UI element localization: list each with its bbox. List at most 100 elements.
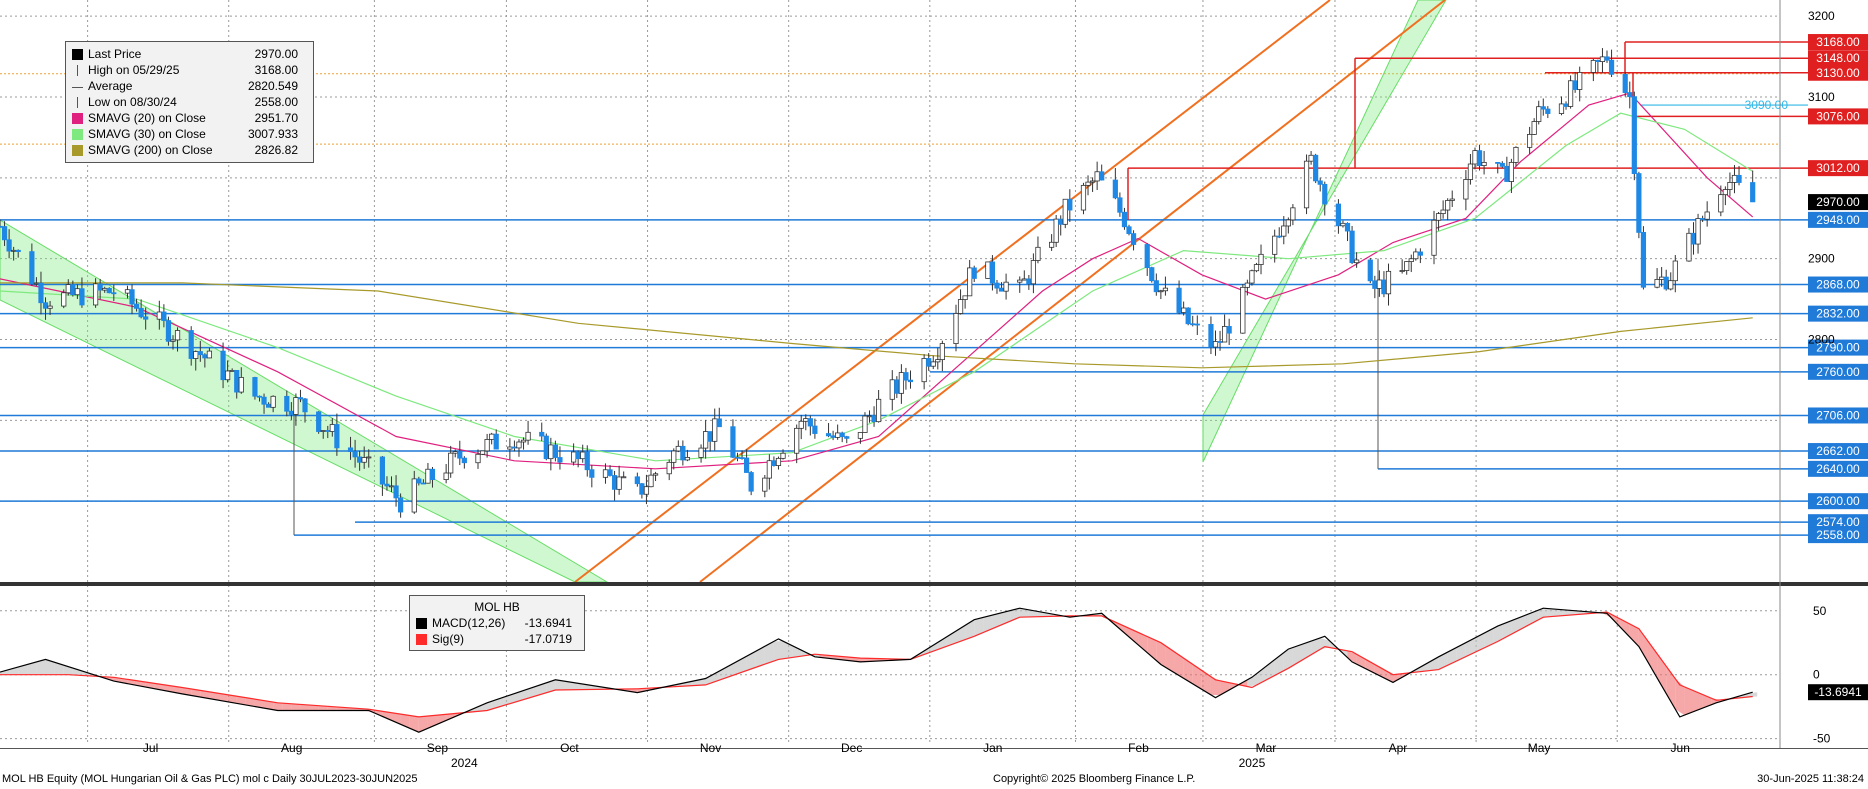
macd-fill — [1210, 676, 1221, 696]
candle-body — [1276, 235, 1282, 238]
candle-body — [361, 457, 367, 463]
candle-body — [921, 358, 927, 383]
candle-body — [1408, 258, 1414, 262]
candle-body — [935, 359, 941, 363]
candle-body — [1704, 211, 1710, 220]
level-tag — [1808, 460, 1868, 477]
candle-body — [825, 433, 832, 437]
level-tag — [1808, 443, 1868, 460]
candle-body — [256, 395, 263, 398]
macd-fill — [1474, 633, 1485, 653]
candle-body — [448, 452, 454, 474]
price-legend: Last Price 2970.00 High on 05/29/25 3168… — [65, 41, 314, 163]
candle-body — [1636, 173, 1642, 233]
candle-body — [1058, 218, 1064, 225]
y-tick-label: 50 — [1813, 604, 1827, 618]
macd-fill — [1156, 640, 1166, 668]
candle-body — [1021, 278, 1027, 281]
candle-body — [525, 431, 531, 441]
macd-fill — [1292, 644, 1302, 666]
candle-body — [835, 432, 841, 438]
macd-fill — [746, 651, 756, 671]
candle-body — [1417, 251, 1423, 256]
macd-fill — [965, 619, 975, 640]
candle-body — [971, 267, 977, 279]
candle-body — [571, 451, 577, 463]
candle-body — [129, 289, 135, 305]
candle-body — [1208, 324, 1214, 348]
candle-body — [926, 358, 932, 367]
candle-body — [584, 451, 590, 471]
legend-label: SMAVG (20) on Close — [88, 111, 206, 125]
macd-fill — [1183, 658, 1193, 684]
y-tick-label: 2800 — [1808, 333, 1835, 347]
level-tag-label: 3012.00 — [1816, 161, 1860, 175]
candle-body — [1017, 279, 1023, 283]
candle-body — [639, 483, 645, 495]
axis-baseline — [0, 748, 1868, 749]
y-tick-label: 3200 — [1808, 9, 1835, 23]
candle-body — [1340, 222, 1346, 227]
candle-body — [61, 292, 67, 307]
candle-body — [138, 307, 144, 318]
sma200-swatch — [72, 144, 83, 156]
candle-body — [1112, 179, 1118, 199]
macd-fill — [1493, 624, 1503, 644]
candle-body — [347, 447, 354, 453]
macd-fill — [755, 646, 765, 668]
legend-value: -17.0719 — [524, 632, 572, 646]
candle-body — [1308, 154, 1314, 162]
candle-body — [1399, 270, 1405, 272]
candle-body — [411, 478, 417, 513]
candle-body — [1344, 222, 1351, 232]
candle-body — [1750, 182, 1756, 203]
level-tag — [1808, 363, 1868, 380]
macd-fill — [254, 699, 265, 709]
candle-body — [1449, 198, 1455, 201]
macd-fill — [245, 697, 255, 707]
x-month-label: Feb — [1128, 741, 1149, 755]
signal-line — [0, 611, 1753, 718]
level-tag-label: 2790.00 — [1816, 341, 1860, 355]
candle-body — [1162, 287, 1169, 292]
candle-body — [1595, 59, 1601, 63]
candle-body — [1376, 279, 1382, 289]
macd-fill — [200, 690, 210, 699]
candle-body — [1431, 219, 1437, 256]
candle-body — [1404, 261, 1410, 271]
candle-body — [1176, 287, 1182, 313]
candle-body — [907, 379, 914, 383]
candle-body — [748, 472, 754, 492]
candle-body — [288, 410, 294, 415]
candle-body — [1727, 182, 1733, 190]
candle-body — [1313, 154, 1319, 182]
macd-fill — [1001, 610, 1011, 625]
candle-body — [939, 343, 945, 361]
candle-body — [666, 461, 672, 475]
macd-fill — [1438, 652, 1448, 670]
x-month-label: May — [1528, 741, 1551, 755]
candle-body — [398, 497, 404, 513]
candle-body — [889, 379, 895, 400]
candle-body — [1089, 180, 1096, 183]
legend-row-average: Average 2820.549 — [72, 78, 307, 94]
candle-body — [684, 457, 691, 461]
x-month-label: Nov — [700, 741, 721, 755]
level-tag — [1808, 276, 1868, 293]
cyan-level-label: 3090.00 — [1745, 98, 1789, 112]
candle-body — [489, 433, 495, 440]
candle-body — [70, 284, 76, 296]
candle-body — [1222, 326, 1228, 343]
candle-body — [1663, 276, 1669, 290]
candle-body — [552, 444, 558, 458]
axes: Jul Aug Sep Oct Nov Dec Jan Feb Mar Apr May Jun 2024… — [0, 0, 1868, 770]
candle-body — [1654, 279, 1660, 288]
candle-body — [1686, 232, 1692, 262]
macd-fill — [264, 700, 274, 710]
candle-body — [1035, 246, 1041, 261]
candle-body — [794, 427, 800, 454]
candle-body — [953, 313, 959, 344]
candle-body — [156, 311, 162, 320]
macd-swatch — [416, 617, 427, 629]
candle-body — [611, 475, 618, 490]
